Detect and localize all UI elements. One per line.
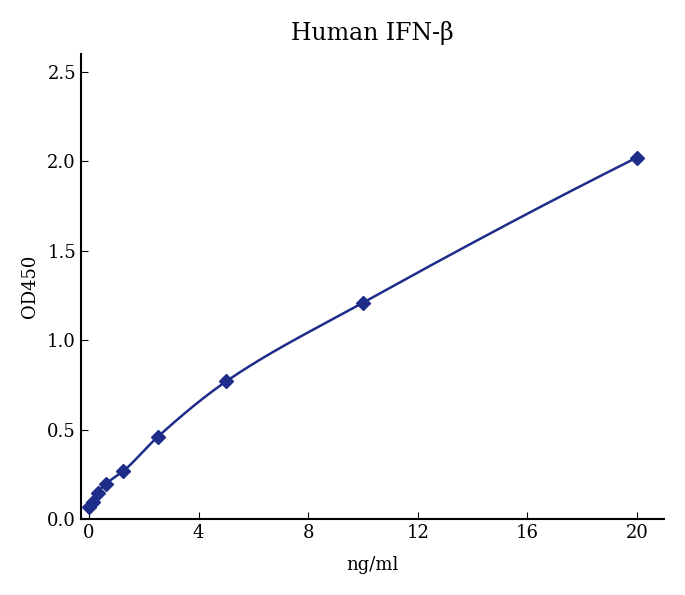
X-axis label: ng/ml: ng/ml [347, 556, 399, 574]
Title: Human IFN-β: Human IFN-β [291, 21, 454, 45]
Y-axis label: OD450: OD450 [21, 255, 39, 318]
